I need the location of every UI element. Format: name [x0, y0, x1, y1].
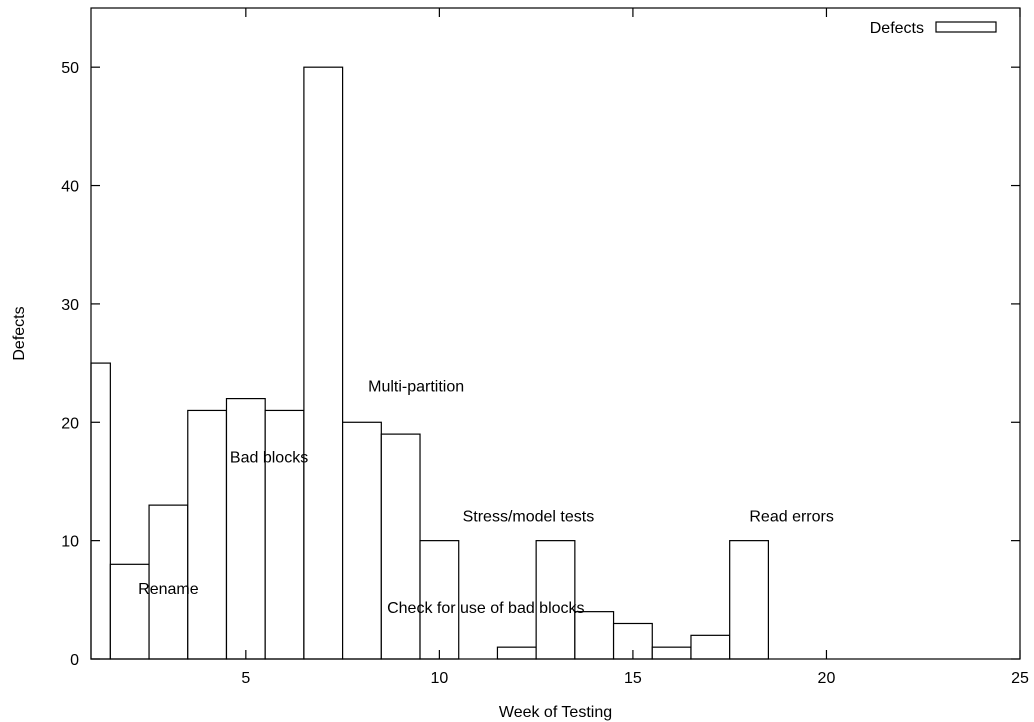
- bar-week-8: [342, 421, 382, 660]
- x-tick-label: 15: [624, 670, 642, 687]
- bar-week-6: [264, 409, 305, 660]
- annotation-label: Multi-partition: [368, 378, 464, 395]
- x-tick-label: 5: [241, 670, 250, 687]
- x-tick-label: 10: [430, 670, 448, 687]
- x-axis-title: Week of Testing: [499, 704, 612, 721]
- y-tick-label: 10: [61, 534, 79, 551]
- y-tick-label: 0: [70, 652, 79, 669]
- bar-week-2: [109, 563, 150, 660]
- annotation-label: Check for use of bad blocks: [387, 600, 584, 617]
- bar-week-3: [148, 504, 189, 660]
- annotations-layer: Rename Bad blocks Multi-partition Stress/mo…: [138, 378, 834, 616]
- bar-week-1: [90, 362, 111, 660]
- bar-week-13: [535, 540, 576, 660]
- annotation-label: Bad blocks: [230, 450, 308, 467]
- x-tick-label: 25: [1011, 670, 1029, 687]
- x-tick-label: 20: [818, 670, 836, 687]
- bar-week-9: [380, 433, 421, 660]
- annotation-label: Stress/model tests: [463, 509, 595, 526]
- legend: Defects: [870, 20, 997, 37]
- y-tick-label: 30: [61, 297, 79, 314]
- bar-week-4: [187, 409, 228, 660]
- y-tick-label: 20: [61, 415, 79, 432]
- bar-week-18: [729, 540, 769, 660]
- bar-week-5: [225, 398, 266, 660]
- plot-frame: [90, 7, 1021, 660]
- bars-layer: [90, 66, 769, 660]
- bar-week-10: [419, 540, 460, 660]
- annotation-label: Read errors: [749, 509, 833, 526]
- ticks-layer: 0 10 20 30 40 50 5 10 15 20 25: [61, 8, 1029, 687]
- bar-week-16: [651, 646, 692, 660]
- bar-week-14: [574, 611, 615, 660]
- y-tick-label: 40: [61, 179, 79, 196]
- annotation-label: Rename: [138, 581, 199, 598]
- y-tick-label: 50: [61, 60, 79, 77]
- y-axis-title: Defects: [11, 306, 28, 360]
- bar-week-7: [303, 66, 344, 660]
- bar-week-12: [496, 646, 537, 660]
- bar-week-17: [690, 634, 731, 660]
- legend-label-defects: Defects: [870, 20, 924, 37]
- legend-swatch-defects: [935, 21, 997, 33]
